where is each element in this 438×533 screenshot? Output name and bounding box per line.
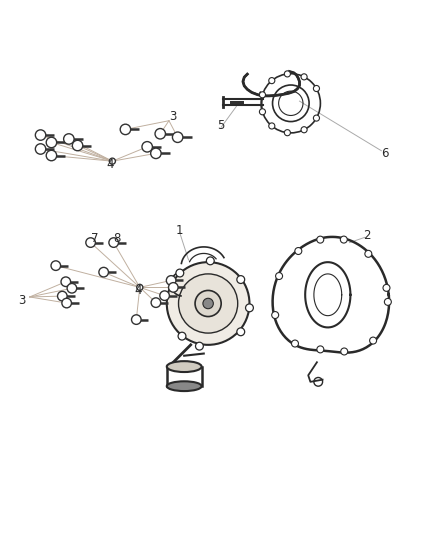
Circle shape: [314, 85, 319, 92]
Circle shape: [173, 132, 183, 142]
Circle shape: [292, 340, 298, 347]
Circle shape: [99, 268, 109, 277]
Circle shape: [195, 342, 203, 350]
Circle shape: [169, 282, 178, 292]
Circle shape: [195, 290, 221, 317]
Circle shape: [237, 328, 245, 336]
Circle shape: [206, 257, 214, 265]
Text: 6: 6: [381, 147, 388, 160]
Circle shape: [67, 284, 77, 293]
Circle shape: [178, 332, 186, 340]
Text: 5: 5: [218, 118, 225, 132]
Circle shape: [203, 298, 213, 309]
Circle shape: [237, 276, 245, 284]
Text: 4: 4: [106, 158, 114, 171]
Circle shape: [259, 92, 265, 98]
Circle shape: [35, 130, 46, 140]
Circle shape: [46, 137, 57, 148]
Circle shape: [151, 148, 161, 158]
Circle shape: [179, 274, 238, 333]
Circle shape: [151, 298, 161, 308]
Circle shape: [167, 262, 250, 345]
Circle shape: [383, 285, 390, 292]
Circle shape: [317, 236, 324, 243]
Circle shape: [109, 238, 118, 247]
Circle shape: [166, 276, 176, 285]
Circle shape: [176, 269, 184, 277]
Ellipse shape: [167, 361, 201, 372]
Circle shape: [64, 134, 74, 144]
Circle shape: [46, 150, 57, 161]
Circle shape: [269, 78, 275, 84]
Circle shape: [365, 251, 372, 257]
Circle shape: [86, 238, 95, 247]
Circle shape: [160, 291, 170, 301]
Text: 3: 3: [18, 294, 25, 307]
Circle shape: [155, 128, 166, 139]
Circle shape: [61, 277, 71, 287]
Circle shape: [110, 158, 116, 164]
Text: 7: 7: [91, 232, 99, 245]
Circle shape: [284, 71, 290, 77]
Text: 8: 8: [113, 232, 120, 245]
Circle shape: [72, 140, 83, 151]
Circle shape: [272, 312, 279, 319]
Circle shape: [259, 109, 265, 115]
Circle shape: [51, 261, 60, 270]
Circle shape: [301, 127, 307, 133]
Circle shape: [120, 124, 131, 135]
Circle shape: [57, 292, 67, 301]
Circle shape: [385, 298, 391, 305]
Text: 3: 3: [170, 110, 177, 123]
Circle shape: [340, 236, 347, 243]
Circle shape: [295, 247, 302, 254]
Circle shape: [301, 74, 307, 80]
Text: 4: 4: [135, 284, 142, 297]
Circle shape: [62, 298, 71, 308]
Text: 1: 1: [176, 224, 184, 237]
Circle shape: [137, 284, 143, 290]
Circle shape: [269, 123, 275, 129]
Circle shape: [131, 315, 141, 325]
Circle shape: [142, 142, 152, 152]
Circle shape: [370, 337, 377, 344]
Circle shape: [341, 348, 348, 355]
Circle shape: [246, 304, 253, 312]
Circle shape: [276, 272, 283, 279]
Text: 2: 2: [363, 229, 371, 241]
Circle shape: [284, 130, 290, 136]
Ellipse shape: [167, 381, 201, 391]
Circle shape: [317, 346, 324, 353]
Circle shape: [35, 144, 46, 154]
Circle shape: [314, 115, 319, 121]
